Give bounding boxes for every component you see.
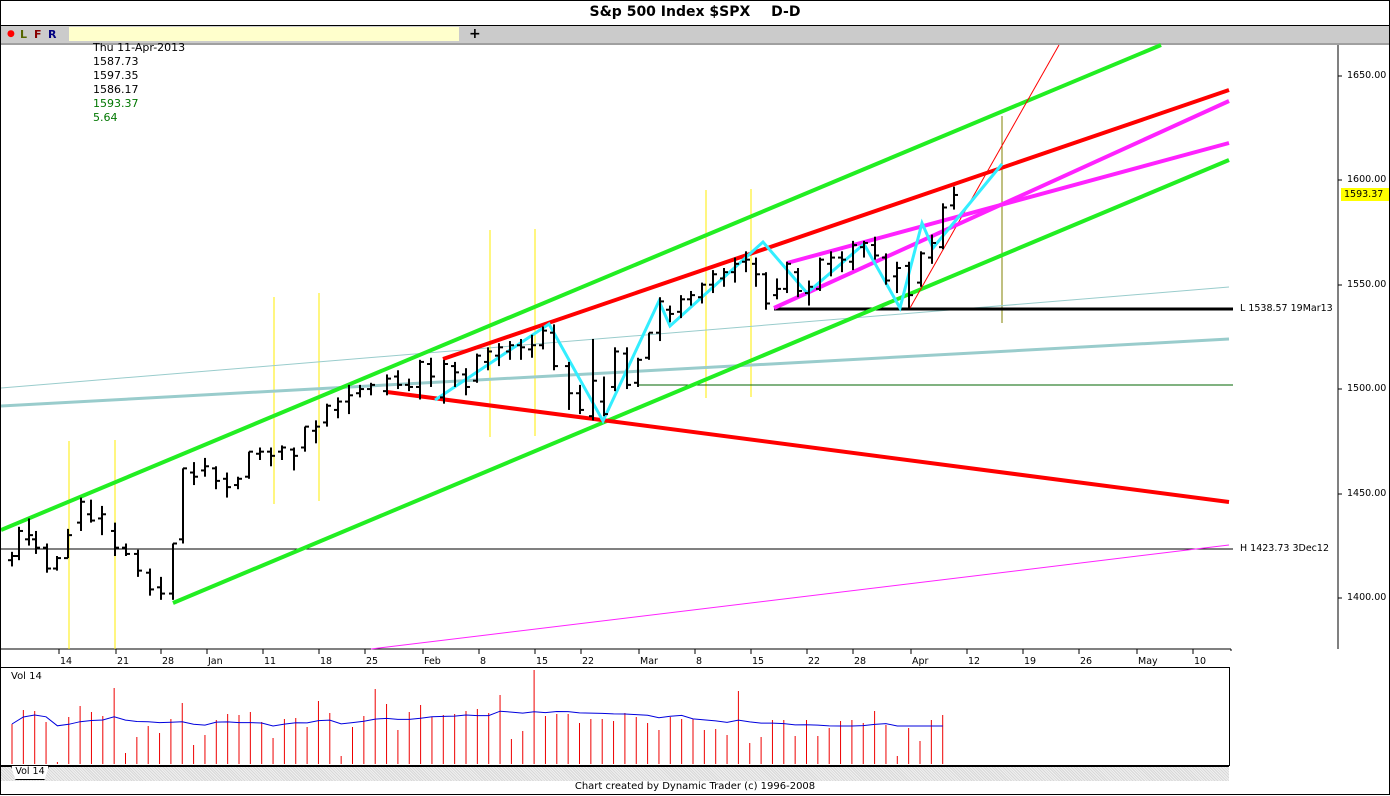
price-label: 1450.00 xyxy=(1347,488,1387,499)
info-toolbar: ● L F R Thu 11-Apr-2013 1587.73 1597.35 … xyxy=(1,26,1389,124)
date-label: 26 xyxy=(1080,656,1093,667)
lower-red-line xyxy=(386,390,1230,504)
quote-low: 1586.17 xyxy=(92,83,139,96)
f-button[interactable]: F xyxy=(34,28,42,41)
date-label: 15 xyxy=(536,656,549,667)
last-price-marker: 1593.37 xyxy=(1341,188,1389,201)
l-button[interactable]: L xyxy=(20,28,28,41)
quote-high: 1597.35 xyxy=(92,69,139,82)
price-label: 1650.00 xyxy=(1347,70,1387,81)
upper-green-channel xyxy=(1,43,1162,532)
date-label: 25 xyxy=(366,656,379,667)
price-label: 1550.00 xyxy=(1347,279,1387,290)
quote-change: 5.64 xyxy=(92,111,118,124)
high-annotation: H 1423.73 3Dec12 xyxy=(1240,543,1329,554)
date-label: Mar xyxy=(640,656,658,667)
date-label: 14 xyxy=(60,656,73,667)
date-label: 28 xyxy=(854,656,867,667)
volume-moving-average xyxy=(11,710,943,727)
magenta-thin-line xyxy=(370,544,1230,650)
date-label: 22 xyxy=(808,656,821,667)
quote-open: 1587.73 xyxy=(92,55,139,68)
date-label: 12 xyxy=(968,656,981,667)
date-label: Feb xyxy=(424,656,441,667)
indicator-tab-strip xyxy=(1,765,1229,781)
date-label: May xyxy=(1138,656,1158,667)
price-label: 1500.00 xyxy=(1347,383,1387,394)
lower-green-channel xyxy=(172,158,1230,605)
chart-title: S&p 500 Index $SPX xyxy=(589,4,751,20)
volume-panel-title: Vol 14 xyxy=(11,671,42,682)
date-label: 8 xyxy=(696,656,703,667)
magenta-lower-line xyxy=(773,99,1230,310)
price-bars xyxy=(8,186,958,600)
status-dot-icon[interactable]: ● xyxy=(7,29,15,39)
price-label: 1600.00 xyxy=(1347,174,1387,185)
quote-close: 1593.37 xyxy=(92,97,139,110)
steep-red-line xyxy=(909,44,1060,309)
quote-date: Thu 11-Apr-2013 xyxy=(92,41,186,54)
low-annotation: L 1538.57 19Mar13 xyxy=(1240,303,1333,314)
date-label: Apr xyxy=(912,656,929,667)
r-button[interactable]: R xyxy=(48,28,57,41)
chart-credit: Chart created by Dynamic Trader (c) 1996… xyxy=(574,781,816,792)
date-label: 15 xyxy=(752,656,765,667)
date-label: 10 xyxy=(1194,656,1207,667)
date-label: 11 xyxy=(264,656,277,667)
chart-period: D-D xyxy=(771,4,801,20)
chart-title-bar: S&p 500 Index $SPX D-D xyxy=(1,1,1389,26)
date-label: 21 xyxy=(117,656,130,667)
tab-vol-14[interactable]: Vol 14 xyxy=(11,766,49,780)
upper-red-line xyxy=(442,88,1230,361)
date-label: 18 xyxy=(320,656,333,667)
volume-panel xyxy=(1,667,1230,766)
price-axis-ticks xyxy=(1338,75,1342,599)
date-label: 28 xyxy=(162,656,175,667)
price-label: 1400.00 xyxy=(1347,592,1387,603)
time-axis-ticks xyxy=(58,649,1194,654)
quote-display: Thu 11-Apr-2013 1587.73 1597.35 1586.17 … xyxy=(69,27,459,124)
date-label: Jan xyxy=(208,656,223,667)
date-label: 8 xyxy=(480,656,487,667)
date-label: 19 xyxy=(1024,656,1037,667)
add-icon[interactable]: + xyxy=(469,26,481,42)
teal-trendline-thin xyxy=(1,286,1230,389)
date-label: 22 xyxy=(582,656,595,667)
